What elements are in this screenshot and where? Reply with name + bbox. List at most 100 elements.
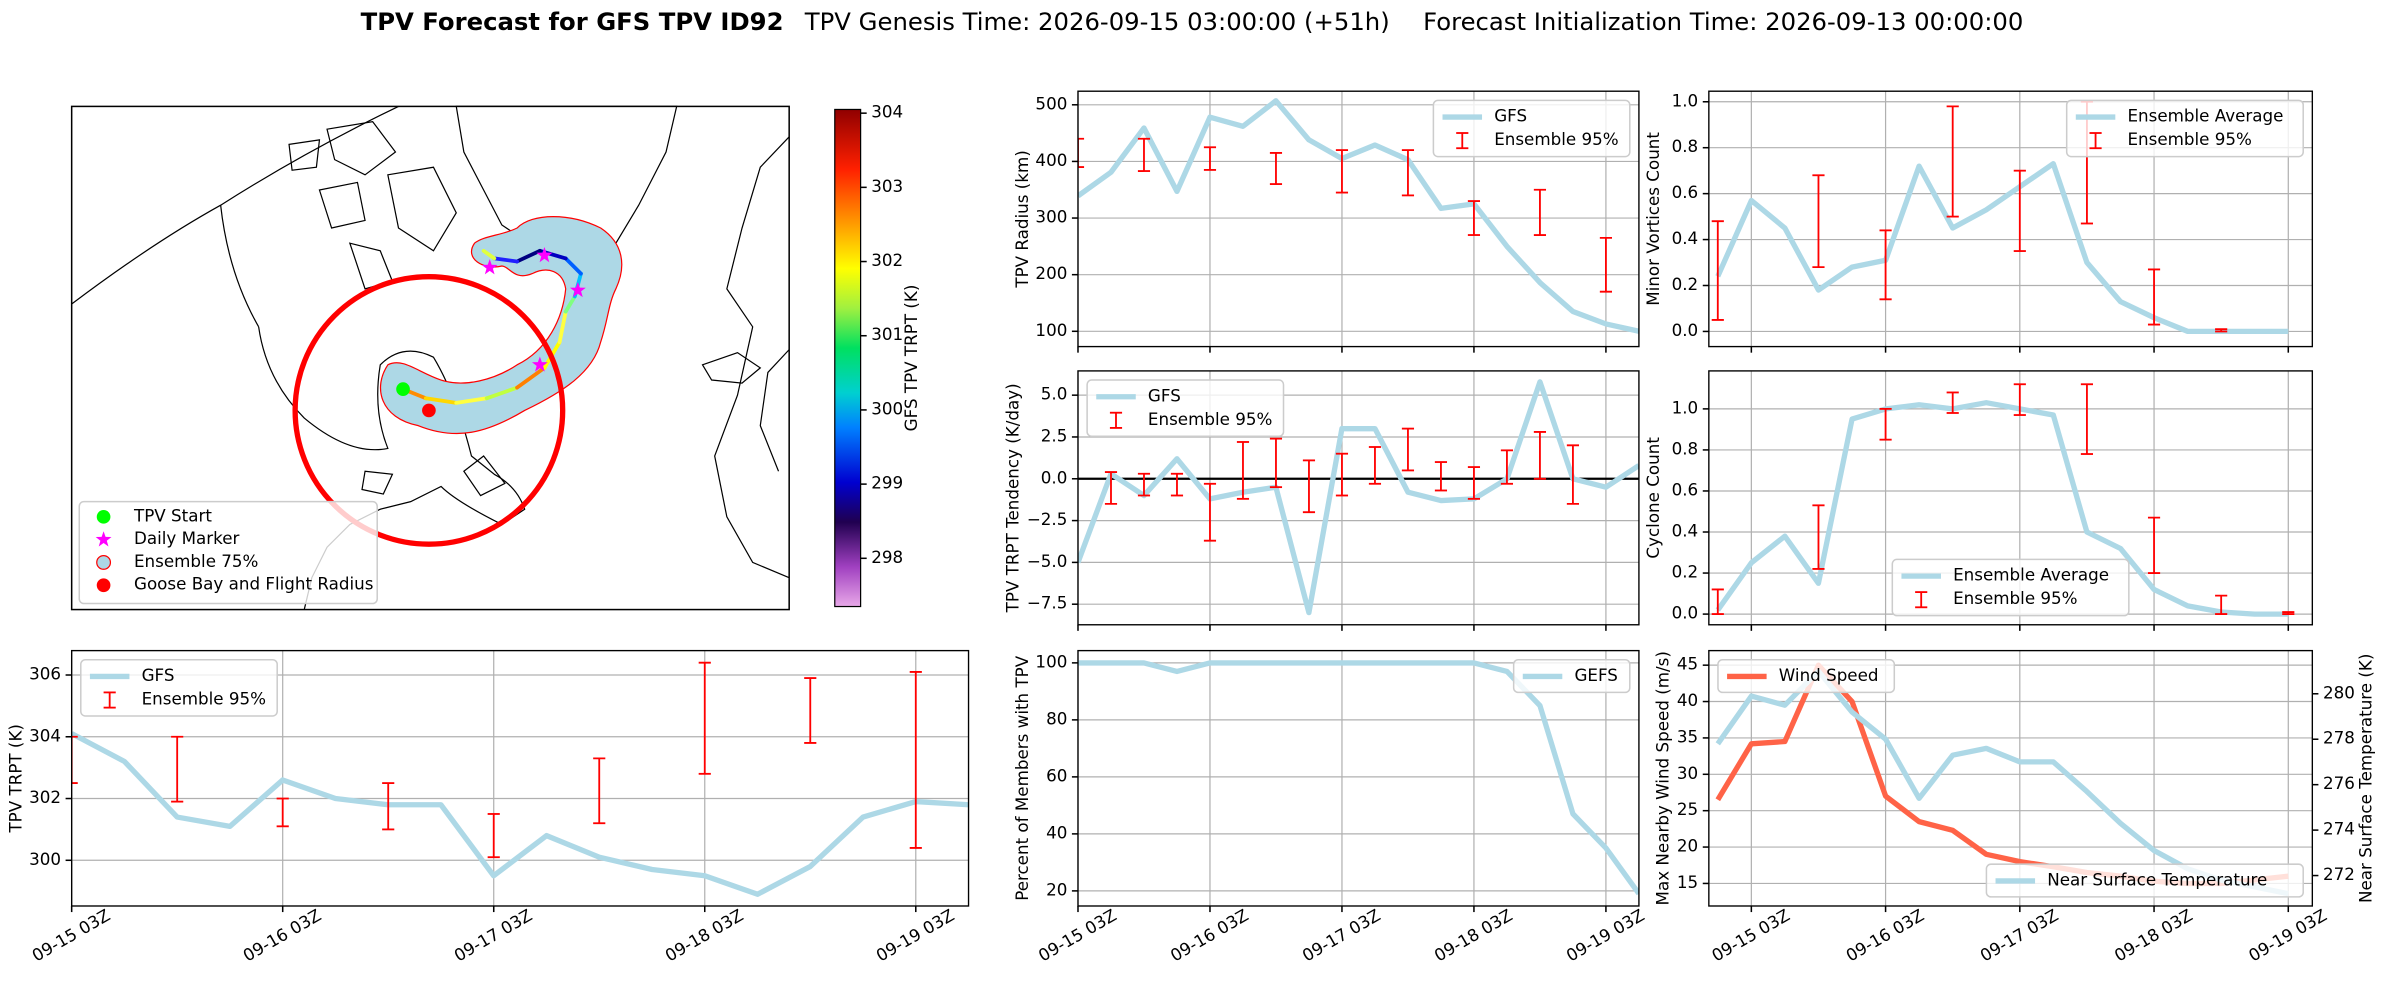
figure-title: TPV Forecast for GFS TPV ID92 TPV Genesis… (361, 7, 2024, 36)
coastline (361, 455, 506, 497)
y-tick-label: 0.0 (1041, 467, 1068, 487)
legend-label: Ensemble 75% (134, 551, 258, 571)
legend-label: Wind Speed (1779, 665, 1879, 685)
legend-box (1432, 99, 1631, 158)
x-tick-label: 09-19 03Z (2245, 905, 2330, 966)
y2-tick-label: 280 (2323, 682, 2355, 702)
title-genesis: TPV Genesis Time: 2026-09-15 03:00:00 (+… (804, 7, 1390, 36)
y2-tick-label: 278 (2323, 728, 2355, 748)
y-tick-label: 300 (1035, 207, 1067, 227)
legend-label: Ensemble 95% (142, 689, 266, 709)
x-tick-label: 09-18 03Z (661, 905, 746, 966)
y-tick-label: 0.4 (1672, 228, 1699, 248)
colorbar-tick-label: 301 (871, 324, 903, 344)
y-tick-label: 20 (1677, 836, 1698, 856)
x-tick-label: 09-15 03Z (1708, 905, 1793, 966)
x-tick-label: 09-16 03Z (1167, 905, 1252, 966)
x-tick-label: 09-15 03Z (28, 905, 113, 966)
flight-radius (292, 274, 566, 547)
legend-label: GFS (142, 665, 175, 685)
series-layer (1077, 98, 1639, 334)
y-axis-label: TPV TRPT (K) (6, 724, 26, 834)
legend-box (1512, 658, 1631, 694)
legend-label: Ensemble Average (2127, 106, 2283, 126)
coastline (71, 105, 399, 305)
y-tick-label: 5.0 (1041, 384, 1068, 404)
y-tick-label: 302 (29, 787, 61, 807)
y-tick-label: 35 (1677, 726, 1698, 746)
y2-tick-label: 276 (2323, 773, 2355, 793)
axes-frame (1077, 370, 1640, 626)
legend-label: TPV Start (133, 505, 212, 525)
series-line (1077, 379, 1639, 616)
tpv-start (396, 382, 410, 396)
coastline (701, 351, 762, 384)
y-tick-label: 40 (1677, 690, 1698, 710)
colorbar-tick-label: 298 (871, 547, 903, 567)
legend-label: Ensemble 95% (1953, 588, 2077, 608)
map-legend (78, 500, 378, 605)
coastline (288, 120, 457, 290)
colorbar-tick-label: 302 (871, 250, 903, 270)
title-main: TPV Forecast for GFS TPV ID92 (361, 7, 784, 36)
y-tick-label: 0.2 (1672, 274, 1699, 294)
y-tick-label: 0.6 (1672, 479, 1699, 499)
x-tick-label: 09-15 03Z (1035, 905, 1120, 966)
y-tick-label: 300 (29, 849, 61, 869)
y-tick-label: 0.8 (1672, 438, 1699, 458)
colorbar-tick-label: 303 (871, 176, 903, 196)
axes-frame (1708, 90, 2314, 348)
y-tick-label: −7.5 (1027, 593, 1068, 613)
series-layer (1077, 379, 1639, 616)
y-tick-label: 40 (1046, 822, 1067, 842)
y-tick-label: 1.0 (1672, 90, 1699, 110)
series-line (1715, 400, 2289, 617)
y2-tick-label: 272 (2323, 864, 2355, 884)
y-tick-label: 100 (1035, 651, 1067, 671)
y-tick-label: −2.5 (1027, 509, 1068, 529)
legend-box (1717, 658, 1896, 694)
y-axis-label: TPV TRPT Tendency (K/day) (1002, 383, 1022, 613)
track (401, 248, 583, 405)
y-axis-label: Minor Vortices Count (1643, 132, 1663, 306)
y-tick-label: 500 (1035, 93, 1067, 113)
series-line (1077, 660, 1639, 896)
y-axis-label: Max Nearby Wind Speed (m/s) (1652, 651, 1672, 905)
title-init: Forecast Initialization Time: 2026-09-13… (1423, 7, 2023, 36)
y2-axis-label: Near Surface Temperature (K) (2355, 654, 2375, 903)
y2-tick-label: 274 (2323, 819, 2355, 839)
legend-label: GEFS (1574, 665, 1617, 685)
legend-label: Near Surface Temperature (2047, 869, 2267, 889)
y-tick-label: 0.0 (1672, 320, 1699, 340)
axes-frame (70, 649, 970, 907)
legend-marker (96, 578, 111, 593)
y-tick-label: −5.0 (1027, 551, 1068, 571)
legend-box (1985, 863, 2304, 898)
y-tick-label: 0.6 (1672, 182, 1699, 202)
legend-box (1891, 558, 2130, 617)
y-tick-label: 80 (1046, 708, 1067, 728)
colorbar-tick-label: 299 (871, 473, 903, 493)
legend-label: Ensemble 95% (1494, 129, 1618, 149)
y-tick-label: 0.4 (1672, 521, 1699, 541)
x-tick-label: 09-18 03Z (1431, 905, 1516, 966)
coastline (714, 136, 790, 579)
x-tick-label: 09-16 03Z (239, 905, 324, 966)
legend-label: Ensemble 95% (1148, 409, 1272, 429)
colorbar-label: GFS TPV TRPT (K) (901, 285, 921, 432)
axes-frame (1077, 649, 1640, 907)
series-line (1077, 98, 1639, 334)
y-tick-label: 2.5 (1041, 425, 1068, 445)
axes-frame (1077, 90, 1640, 348)
series-line (1715, 161, 2289, 335)
y-tick-label: 20 (1046, 879, 1067, 899)
coastline (258, 326, 526, 610)
y-tick-label: 400 (1035, 150, 1067, 170)
x-tick-label: 09-17 03Z (1977, 905, 2062, 966)
legend-label: GFS (1494, 106, 1527, 126)
x-tick-label: 09-16 03Z (1842, 905, 1927, 966)
y-tick-label: 200 (1035, 263, 1067, 283)
y-tick-label: 306 (29, 664, 61, 684)
x-tick-label: 09-17 03Z (1299, 905, 1384, 966)
series-layer (1077, 660, 1639, 896)
